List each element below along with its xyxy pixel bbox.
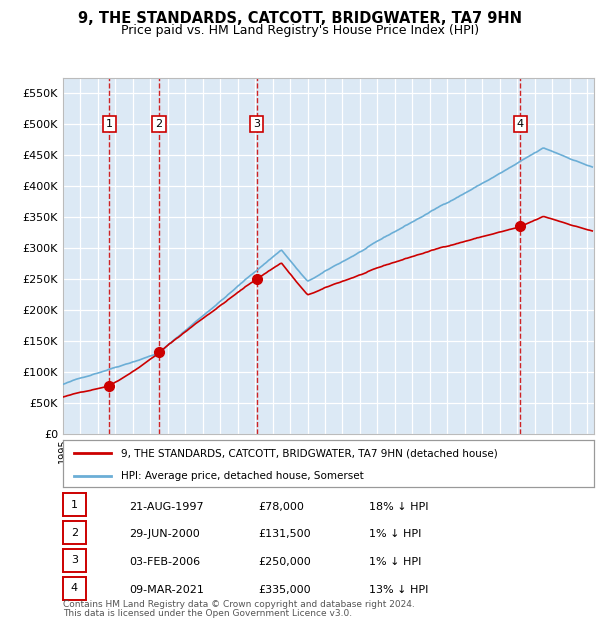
Text: Price paid vs. HM Land Registry's House Price Index (HPI): Price paid vs. HM Land Registry's House … bbox=[121, 24, 479, 37]
Text: Contains HM Land Registry data © Crown copyright and database right 2024.: Contains HM Land Registry data © Crown c… bbox=[63, 600, 415, 609]
Text: 1% ↓ HPI: 1% ↓ HPI bbox=[369, 557, 421, 567]
Text: 1: 1 bbox=[71, 500, 78, 510]
Text: 2: 2 bbox=[155, 119, 163, 129]
Text: 9, THE STANDARDS, CATCOTT, BRIDGWATER, TA7 9HN (detached house): 9, THE STANDARDS, CATCOTT, BRIDGWATER, T… bbox=[121, 448, 498, 458]
Text: £250,000: £250,000 bbox=[258, 557, 311, 567]
Text: 9, THE STANDARDS, CATCOTT, BRIDGWATER, TA7 9HN: 9, THE STANDARDS, CATCOTT, BRIDGWATER, T… bbox=[78, 11, 522, 26]
Text: 09-MAR-2021: 09-MAR-2021 bbox=[129, 585, 204, 595]
Text: 3: 3 bbox=[253, 119, 260, 129]
Text: £78,000: £78,000 bbox=[258, 502, 304, 512]
Text: 4: 4 bbox=[517, 119, 524, 129]
Text: 21-AUG-1997: 21-AUG-1997 bbox=[129, 502, 203, 512]
Text: 29-JUN-2000: 29-JUN-2000 bbox=[129, 529, 200, 539]
Text: 3: 3 bbox=[71, 556, 78, 565]
Text: 1: 1 bbox=[106, 119, 113, 129]
Text: 1% ↓ HPI: 1% ↓ HPI bbox=[369, 529, 421, 539]
Text: 18% ↓ HPI: 18% ↓ HPI bbox=[369, 502, 428, 512]
Text: HPI: Average price, detached house, Somerset: HPI: Average price, detached house, Some… bbox=[121, 471, 364, 482]
Text: This data is licensed under the Open Government Licence v3.0.: This data is licensed under the Open Gov… bbox=[63, 608, 352, 618]
Text: 03-FEB-2006: 03-FEB-2006 bbox=[129, 557, 200, 567]
Text: 4: 4 bbox=[71, 583, 78, 593]
Text: £335,000: £335,000 bbox=[258, 585, 311, 595]
Text: 13% ↓ HPI: 13% ↓ HPI bbox=[369, 585, 428, 595]
Text: £131,500: £131,500 bbox=[258, 529, 311, 539]
Text: 2: 2 bbox=[71, 528, 78, 538]
